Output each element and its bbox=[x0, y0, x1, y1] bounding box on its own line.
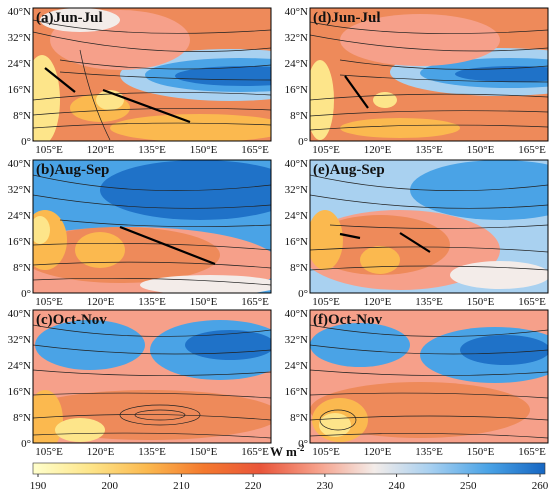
lon-tick-label: 105°E bbox=[312, 296, 340, 308]
lon-tick-label: 105°E bbox=[35, 296, 63, 308]
colorbar-unit-label: W m-2 bbox=[270, 443, 305, 459]
colorbar-ticks: 190 200 210 220 230 240 250 260 bbox=[30, 474, 549, 492]
lon-tick-label: 105°E bbox=[35, 446, 63, 458]
lat-tick-label: 32°N bbox=[285, 32, 308, 44]
lon-tick-label: 150°E bbox=[190, 144, 218, 156]
lon-tick-label: 165°E bbox=[518, 446, 546, 458]
lat-tick-label: 16°N bbox=[285, 84, 308, 96]
lon-tick-label: 120°E bbox=[364, 144, 392, 156]
lat-tick-label: 8°N bbox=[290, 412, 308, 424]
panel-f-field bbox=[310, 310, 548, 443]
lon-tick-label: 105°E bbox=[312, 446, 340, 458]
lat-tick-label: 16°N bbox=[8, 386, 31, 398]
colorbar-tick-label: 250 bbox=[460, 480, 477, 492]
lat-tick-label: 8°N bbox=[13, 412, 31, 424]
colorbar-tick-label: 240 bbox=[388, 480, 405, 492]
lat-tick-label: 8°N bbox=[13, 262, 31, 274]
lat-tick-label: 8°N bbox=[13, 110, 31, 122]
lat-tick-label: 24°N bbox=[285, 360, 308, 372]
lon-tick-label: 120°E bbox=[364, 446, 392, 458]
lon-tick-label: 150°E bbox=[467, 144, 495, 156]
lon-tick-label: 120°E bbox=[364, 296, 392, 308]
panel-b-field bbox=[33, 160, 271, 293]
lat-tick-label: 16°N bbox=[8, 236, 31, 248]
lat-tick-label: 0° bbox=[21, 136, 31, 148]
lat-tick-label: 40°N bbox=[285, 308, 308, 320]
lon-tick-label: 165°E bbox=[241, 296, 269, 308]
panel-a-title: (a)Jun-Jul bbox=[36, 10, 103, 26]
lat-tick-label: 16°N bbox=[8, 84, 31, 96]
lat-tick-label: 16°N bbox=[285, 236, 308, 248]
colorbar: W m-2 190 200 210 220 230 240 250 260 bbox=[30, 443, 549, 492]
lon-tick-label: 135°E bbox=[415, 446, 443, 458]
lat-tick-label: 40°N bbox=[8, 158, 31, 170]
lon-tick-label: 120°E bbox=[87, 296, 115, 308]
colorbar-tick-label: 210 bbox=[173, 480, 190, 492]
panel-c-field bbox=[33, 310, 271, 443]
colorbar-tick-label: 230 bbox=[317, 480, 334, 492]
panel-a: (a)Jun-Jul bbox=[32, 7, 272, 142]
lon-tick-label: 135°E bbox=[138, 446, 166, 458]
lon-tick-label: 135°E bbox=[138, 144, 166, 156]
colorbar-bar bbox=[32, 462, 546, 475]
lon-tick-label: 105°E bbox=[312, 144, 340, 156]
lat-tick-label: 0° bbox=[298, 136, 308, 148]
panel-c-title: (c)Oct-Nov bbox=[36, 312, 107, 328]
lon-tick-label: 165°E bbox=[518, 144, 546, 156]
lon-tick-label: 135°E bbox=[138, 296, 166, 308]
lon-tick-label: 135°E bbox=[415, 296, 443, 308]
lat-tick-label: 0° bbox=[21, 288, 31, 300]
lat-tick-label: 24°N bbox=[285, 58, 308, 70]
panel-b-title: (b)Aug-Sep bbox=[36, 162, 109, 178]
lat-tick-label: 32°N bbox=[8, 184, 31, 196]
panel-b: (b)Aug-Sep bbox=[32, 159, 272, 294]
lat-tick-label: 32°N bbox=[8, 32, 31, 44]
lat-tick-label: 0° bbox=[298, 288, 308, 300]
lat-tick-label: 24°N bbox=[8, 58, 31, 70]
lon-tick-label: 150°E bbox=[467, 446, 495, 458]
panel-d-field bbox=[310, 8, 548, 141]
lat-tick-label: 32°N bbox=[285, 334, 308, 346]
lon-tick-label: 120°E bbox=[87, 144, 115, 156]
panel-e: (e)Aug-Sep bbox=[309, 159, 549, 294]
panel-f-title: (f)Oct-Nov bbox=[313, 312, 383, 328]
panel-d: (d)Jun-Jul bbox=[309, 7, 549, 142]
lat-tick-label: 40°N bbox=[8, 308, 31, 320]
panel-e-title: (e)Aug-Sep bbox=[313, 162, 385, 178]
panel-a-field bbox=[33, 8, 271, 141]
colorbar-tick-label: 260 bbox=[532, 480, 549, 492]
lon-tick-label: 165°E bbox=[518, 296, 546, 308]
panel-e-field bbox=[310, 160, 548, 293]
lat-tick-label: 8°N bbox=[290, 262, 308, 274]
lat-tick-label: 24°N bbox=[285, 210, 308, 222]
lon-tick-label: 120°E bbox=[87, 446, 115, 458]
lon-tick-label: 135°E bbox=[415, 144, 443, 156]
lat-tick-label: 0° bbox=[298, 438, 308, 450]
lat-tick-label: 16°N bbox=[285, 386, 308, 398]
lat-tick-label: 40°N bbox=[285, 158, 308, 170]
lon-tick-label: 105°E bbox=[35, 144, 63, 156]
lat-tick-label: 32°N bbox=[8, 334, 31, 346]
lat-tick-label: 24°N bbox=[8, 360, 31, 372]
colorbar-tick-label: 190 bbox=[30, 480, 47, 492]
colorbar-tick-label: 220 bbox=[245, 480, 262, 492]
lat-tick-label: 40°N bbox=[8, 6, 31, 18]
panel-d-title: (d)Jun-Jul bbox=[313, 10, 381, 26]
lat-tick-label: 32°N bbox=[285, 184, 308, 196]
panel-c: (c)Oct-Nov bbox=[32, 309, 272, 444]
lon-tick-label: 150°E bbox=[190, 446, 218, 458]
lon-tick-label: 165°E bbox=[241, 446, 269, 458]
lat-tick-label: 24°N bbox=[8, 210, 31, 222]
panel-f: (f)Oct-Nov bbox=[309, 309, 549, 444]
colorbar-tick-label: 200 bbox=[101, 480, 118, 492]
lat-tick-label: 8°N bbox=[290, 110, 308, 122]
lat-tick-label: 0° bbox=[21, 438, 31, 450]
lat-tick-label: 40°N bbox=[285, 6, 308, 18]
axis-ticks: 40°N 32°N 24°N 16°N 8°N 0° 105°E 120°E 135°E 150°… bbox=[8, 6, 546, 458]
lon-tick-label: 165°E bbox=[241, 144, 269, 156]
lon-tick-label: 150°E bbox=[467, 296, 495, 308]
lon-tick-label: 150°E bbox=[190, 296, 218, 308]
